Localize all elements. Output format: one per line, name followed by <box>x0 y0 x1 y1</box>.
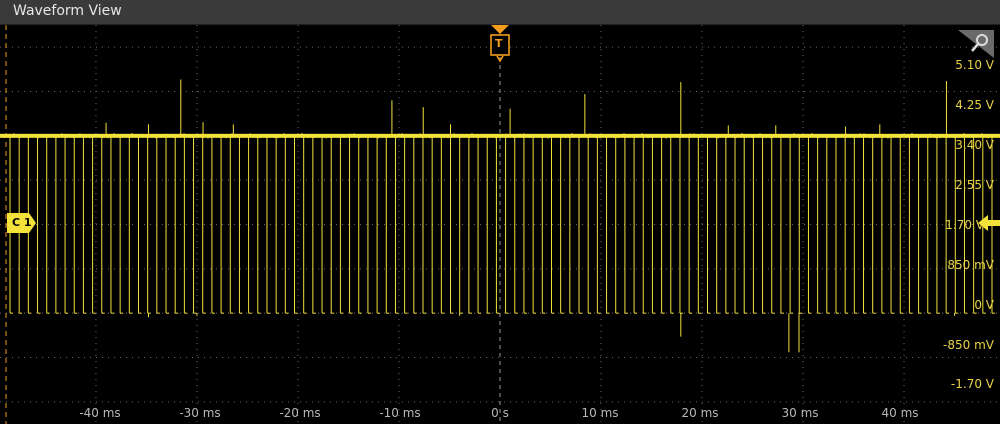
trigger-level-arrow-icon[interactable] <box>978 213 1000 233</box>
waveform-plot[interactable]: 5.10 V 4.25 V 3.40 V 2.55 V 1.70 V 850 m… <box>0 25 1000 424</box>
x-axis-label: -10 ms <box>379 406 421 420</box>
y-axis-label: 4.25 V <box>955 98 994 112</box>
trigger-label: T <box>495 37 503 50</box>
magnifier-icon[interactable] <box>958 30 994 58</box>
y-axis-label: 3.40 V <box>955 138 994 152</box>
window-titlebar: Waveform View <box>0 0 1000 25</box>
x-axis-label: 0 s <box>491 406 509 420</box>
x-axis-label: 10 ms <box>581 406 619 420</box>
waveform-baseline <box>0 133 1000 138</box>
waveform-canvas[interactable] <box>0 25 1000 424</box>
x-axis-label: 40 ms <box>881 406 919 420</box>
waveform-noise <box>0 132 1000 140</box>
y-axis-label: 0 V <box>974 298 994 312</box>
channel-marker[interactable] <box>5 211 37 235</box>
channel-label: C 1 <box>12 216 32 229</box>
y-axis-label: 5.10 V <box>955 58 994 72</box>
trigger-position-marker[interactable] <box>488 25 512 65</box>
y-axis-label: -850 mV <box>943 338 994 352</box>
y-axis-label: 850 mV <box>947 258 994 272</box>
y-axis-label: -1.70 V <box>950 377 994 391</box>
x-axis-label: -40 ms <box>79 406 121 420</box>
y-axis-label: 2.55 V <box>955 178 994 192</box>
window-title: Waveform View <box>13 3 122 19</box>
y-axis-label: 1.70 V <box>945 218 984 232</box>
x-axis-label: 30 ms <box>781 406 819 420</box>
x-axis-label: -20 ms <box>279 406 321 420</box>
x-axis-label: 20 ms <box>681 406 719 420</box>
x-axis-label: -30 ms <box>179 406 221 420</box>
